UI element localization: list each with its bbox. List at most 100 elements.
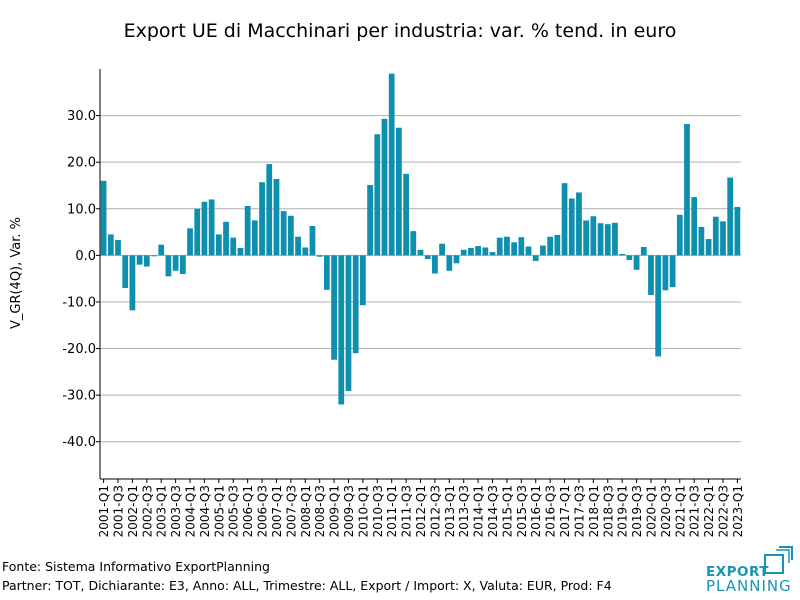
x-tick-label: 2011-Q3 — [400, 485, 414, 537]
y-tick-label: 20.0 — [67, 156, 96, 171]
bar — [640, 246, 647, 256]
logo-text-export: EXPORT — [706, 564, 769, 580]
bar — [417, 249, 424, 256]
bar — [259, 182, 265, 256]
bar — [648, 255, 654, 295]
bar — [374, 134, 381, 256]
bar — [201, 201, 208, 256]
bar — [338, 255, 345, 405]
bar-chart: -40.0 -30.0 -20.0 -10.0 0.0 10.0 20.0 30.0 2001… — [9, 69, 745, 537]
bar — [223, 221, 229, 256]
x-tick-label: 2009-Q3 — [342, 485, 356, 537]
footer-params: Partner: TOT, Dichiarante: E3, Anno: ALL… — [2, 578, 612, 593]
x-tick-label: 2017-Q1 — [558, 485, 572, 537]
x-tick-label: 2014-Q1 — [472, 485, 486, 537]
bar — [115, 239, 121, 256]
y-tick-label: 0.0 — [75, 249, 96, 264]
x-tick-label: 2011-Q1 — [385, 485, 399, 537]
logo-text-planning: PLANNING — [706, 577, 792, 595]
bar — [655, 255, 662, 357]
x-tick-label: 2007-Q1 — [270, 485, 284, 537]
bar — [215, 234, 222, 256]
x-tick-label: 2004-Q1 — [184, 485, 198, 537]
bar — [244, 205, 251, 256]
x-tick-label: 2018-Q1 — [587, 485, 601, 537]
y-tick-labels: -40.0 -30.0 -20.0 -10.0 0.0 10.0 20.0 30.0 — [62, 109, 100, 450]
bar — [453, 255, 460, 264]
bar — [122, 255, 129, 288]
x-tick-label: 2013-Q1 — [443, 485, 457, 537]
bar — [496, 237, 503, 256]
x-tick-label: 2008-Q1 — [299, 485, 313, 537]
bar — [158, 244, 165, 256]
bar — [367, 185, 373, 256]
bar — [424, 255, 431, 260]
x-tick-label: 2008-Q3 — [313, 485, 327, 537]
bar — [410, 231, 417, 256]
bar — [561, 183, 568, 256]
bar — [532, 255, 539, 261]
x-tick-label: 2001-Q1 — [97, 485, 111, 537]
bar — [432, 255, 438, 274]
x-tick-label: 2005-Q3 — [227, 485, 241, 537]
bar — [662, 255, 669, 291]
bar — [669, 255, 676, 288]
x-tick-label: 2020-Q1 — [644, 485, 658, 537]
bar — [187, 228, 193, 256]
bar — [698, 226, 705, 256]
x-tick-label: 2003-Q3 — [169, 485, 183, 537]
y-tick-label: -40.0 — [62, 435, 96, 450]
bar — [475, 246, 481, 256]
bar — [323, 255, 330, 290]
bar — [295, 236, 301, 256]
x-tick-label: 2002-Q3 — [140, 485, 154, 537]
y-tick-label: -30.0 — [62, 389, 96, 404]
footer-source: Fonte: Sistema Informativo ExportPlannin… — [2, 559, 270, 574]
y-tick-label: 30.0 — [67, 109, 96, 124]
bar — [583, 220, 590, 256]
bar — [165, 255, 172, 277]
bar — [727, 177, 734, 256]
bar — [504, 236, 510, 256]
bar — [230, 237, 237, 256]
bar — [540, 245, 546, 256]
bar — [360, 255, 366, 306]
x-tick-label: 2010-Q1 — [356, 485, 370, 537]
x-tick-label: 2020-Q3 — [659, 485, 673, 537]
x-tick-label: 2014-Q3 — [486, 485, 500, 537]
x-tick-label: 2006-Q1 — [241, 485, 255, 537]
bars — [100, 73, 741, 405]
bar — [280, 211, 287, 256]
bar — [576, 192, 582, 256]
x-tick-label: 2015-Q1 — [500, 485, 514, 537]
bar — [511, 242, 518, 256]
x-tick-label: 2010-Q3 — [371, 485, 385, 537]
bar — [468, 247, 474, 256]
x-tick-label: 2001-Q3 — [112, 485, 126, 537]
x-tick-label: 2013-Q3 — [457, 485, 471, 537]
y-tick-label: -20.0 — [62, 342, 96, 357]
x-tick-label: 2021-Q1 — [673, 485, 687, 537]
bar — [482, 247, 489, 256]
bar — [179, 255, 186, 274]
bar — [691, 197, 698, 256]
axes — [99, 69, 741, 480]
grid-lines — [100, 115, 741, 443]
bar — [568, 198, 575, 256]
bar — [151, 255, 157, 257]
bar — [626, 255, 633, 261]
x-tick-label: 2015-Q3 — [515, 485, 529, 537]
bar — [705, 239, 712, 256]
bar — [352, 255, 359, 354]
bar — [302, 247, 309, 256]
bar — [590, 216, 597, 256]
bar — [345, 255, 352, 391]
bar — [439, 243, 445, 256]
bar — [208, 199, 215, 256]
x-tick-label: 2022-Q3 — [716, 485, 730, 537]
bar — [107, 234, 114, 256]
x-tick-label: 2003-Q1 — [155, 485, 169, 537]
logo-mark-icon — [764, 546, 793, 574]
bar — [403, 173, 409, 256]
x-tick-label: 2018-Q3 — [601, 485, 615, 537]
